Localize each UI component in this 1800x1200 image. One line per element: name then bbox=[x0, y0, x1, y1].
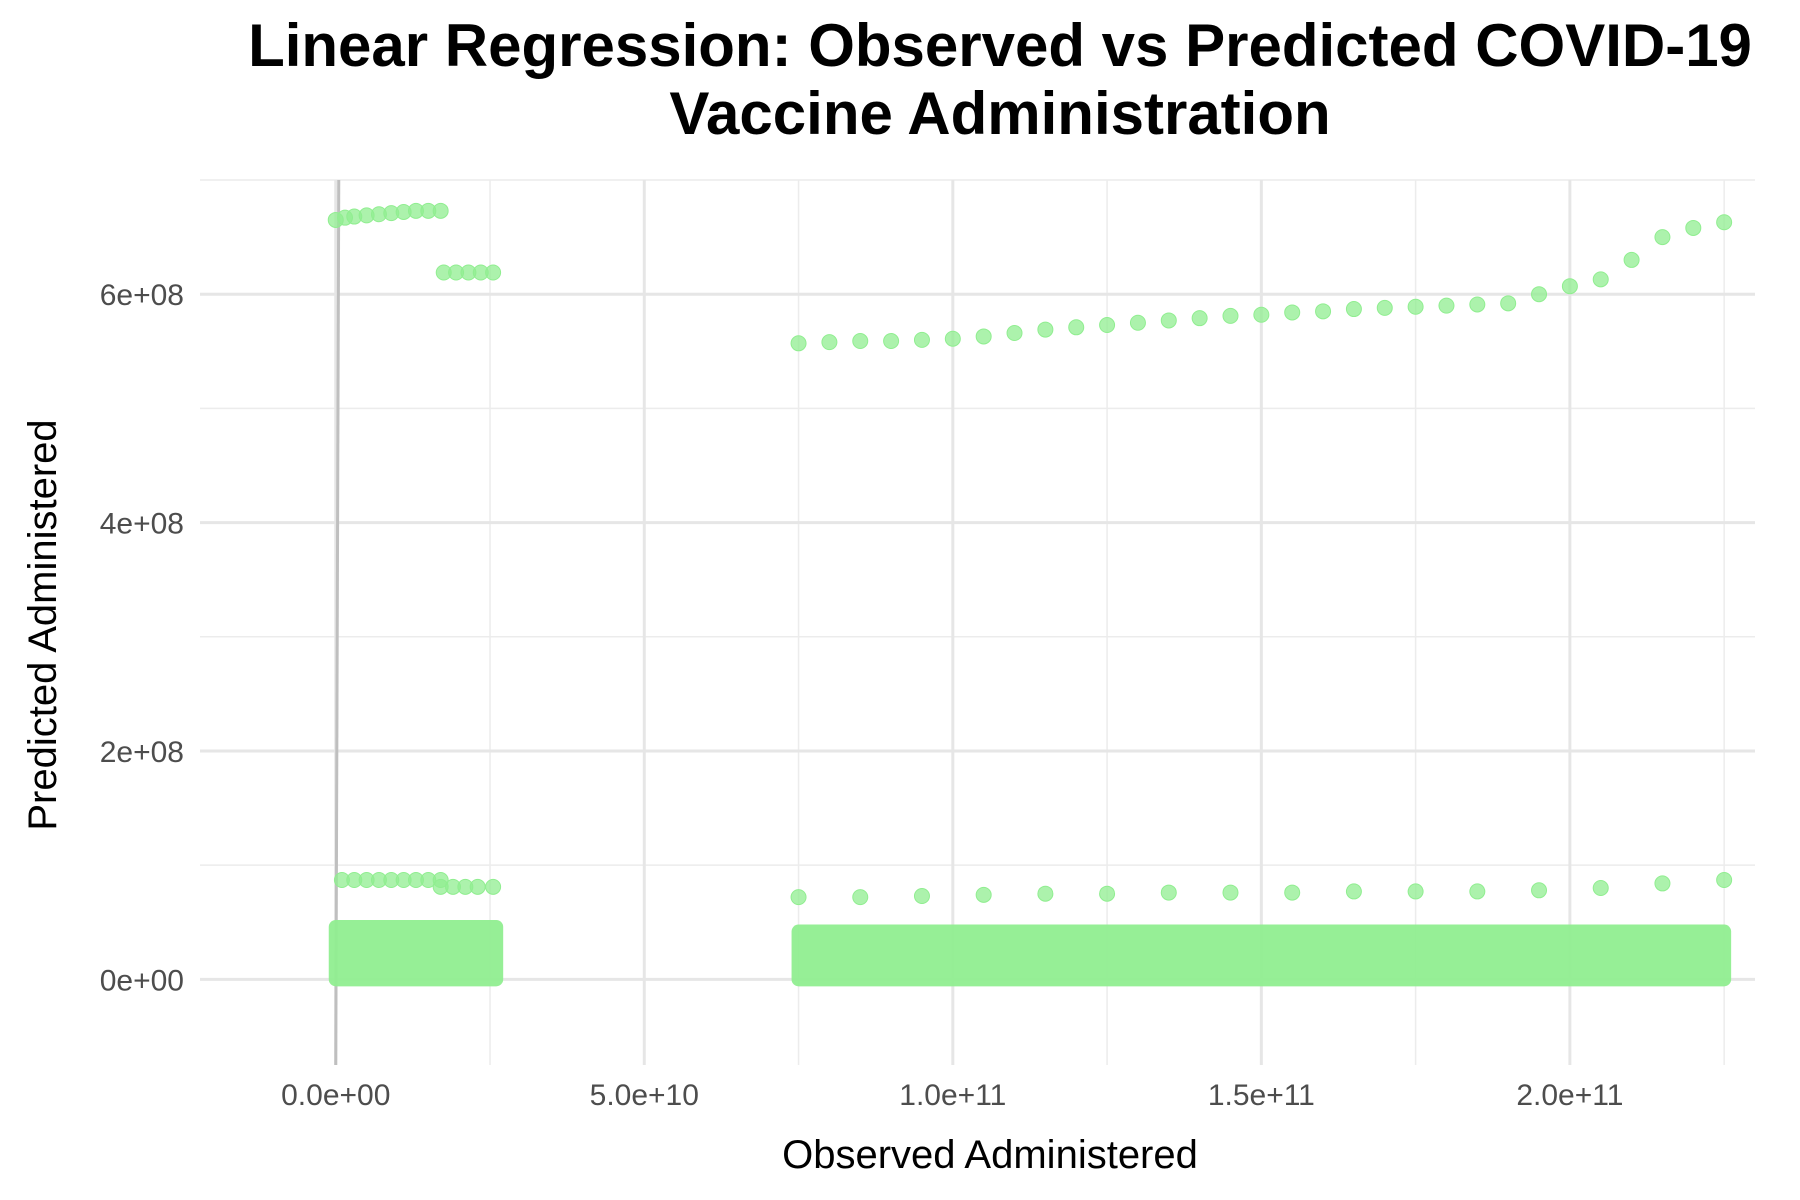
data-point bbox=[485, 264, 502, 281]
data-point bbox=[1006, 325, 1023, 342]
data-point bbox=[1654, 229, 1671, 246]
data-point bbox=[975, 328, 992, 345]
data-point bbox=[975, 886, 992, 903]
y-tick-label: 2e+08 bbox=[100, 736, 184, 769]
data-point bbox=[1531, 882, 1548, 899]
dense-point-band bbox=[328, 919, 504, 987]
x-axis-title: Observed Administered bbox=[782, 1133, 1198, 1177]
x-tick-label: 2.0e+11 bbox=[1516, 1079, 1623, 1112]
chart-title-line: Vaccine Administration bbox=[669, 80, 1331, 147]
data-point bbox=[1716, 214, 1733, 231]
data-point bbox=[1438, 297, 1455, 314]
data-point bbox=[1160, 312, 1177, 329]
x-tick-label: 1.5e+11 bbox=[1208, 1079, 1315, 1112]
data-point bbox=[1685, 219, 1702, 236]
data-point bbox=[1561, 278, 1578, 295]
data-point bbox=[1345, 301, 1362, 318]
y-tick-label: 6e+08 bbox=[100, 279, 184, 312]
x-tick-label: 1.0e+11 bbox=[899, 1079, 1006, 1112]
data-point bbox=[1037, 321, 1054, 338]
data-point bbox=[1222, 307, 1239, 324]
data-point bbox=[1623, 251, 1640, 268]
data-point bbox=[1500, 295, 1517, 312]
data-point bbox=[913, 887, 930, 904]
data-point bbox=[1160, 884, 1177, 901]
data-point bbox=[821, 334, 838, 351]
data-point bbox=[1284, 304, 1301, 321]
data-point bbox=[1469, 296, 1486, 313]
data-point bbox=[1253, 306, 1270, 323]
dense-point-band bbox=[791, 924, 1732, 987]
y-axis-title: Predicted Administered bbox=[21, 419, 65, 830]
data-point bbox=[432, 202, 449, 219]
data-point bbox=[1222, 884, 1239, 901]
reference-line-layer bbox=[334, 179, 341, 1066]
points-layer bbox=[327, 202, 1733, 987]
data-point bbox=[1129, 314, 1146, 331]
data-point bbox=[1592, 880, 1609, 896]
data-point bbox=[1376, 299, 1393, 316]
data-point bbox=[1099, 885, 1116, 902]
x-tick-label: 0.0e+00 bbox=[281, 1079, 390, 1112]
data-point bbox=[1315, 303, 1332, 320]
y-tick-label: 0e+00 bbox=[100, 964, 184, 997]
data-point bbox=[1407, 298, 1424, 315]
data-point bbox=[1592, 271, 1609, 288]
data-point bbox=[1068, 319, 1085, 336]
data-point bbox=[1407, 883, 1424, 900]
data-point bbox=[790, 889, 807, 906]
tick-labels-layer: 0.0e+00 5.0e+10 1.0e+11 1.5e+11 2.0e+11 0e+00… bbox=[100, 279, 1624, 1112]
data-point bbox=[1284, 884, 1301, 901]
data-point bbox=[1716, 872, 1733, 889]
data-point bbox=[883, 333, 900, 350]
data-point bbox=[1191, 310, 1208, 327]
data-point bbox=[852, 889, 869, 906]
data-point bbox=[1654, 875, 1671, 892]
data-point bbox=[913, 331, 930, 348]
x-tick-label: 5.0e+10 bbox=[590, 1079, 699, 1112]
data-point bbox=[1345, 883, 1362, 900]
chart-title: Linear Regression: Observed vs Predicted… bbox=[0, 12, 1800, 148]
data-point bbox=[469, 878, 486, 895]
data-point bbox=[1469, 883, 1486, 900]
data-point bbox=[790, 335, 807, 352]
y-tick-label: 4e+08 bbox=[100, 508, 184, 541]
reference-line bbox=[334, 179, 341, 1066]
chart-title-line: Linear Regression: Observed vs Predicted… bbox=[248, 12, 1752, 79]
data-point bbox=[485, 878, 502, 895]
data-point bbox=[1037, 885, 1054, 902]
data-point bbox=[1531, 286, 1548, 303]
data-point bbox=[944, 330, 961, 347]
data-point bbox=[1099, 317, 1116, 334]
data-point bbox=[852, 333, 869, 350]
